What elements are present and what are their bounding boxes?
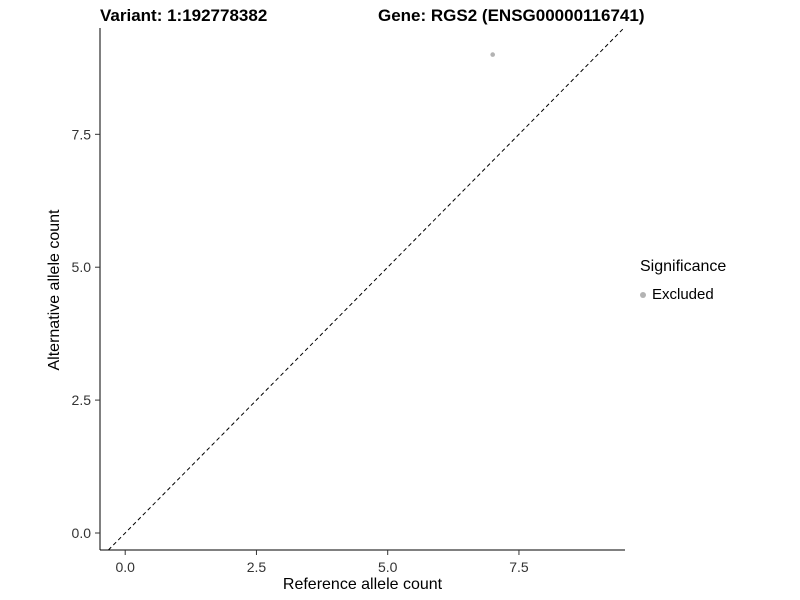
svg-text:2.5: 2.5 [247, 559, 267, 575]
legend-entry-excluded: Excluded [640, 286, 726, 303]
svg-text:2.5: 2.5 [72, 392, 92, 408]
x-axis-title: Reference allele count [282, 576, 443, 593]
y-axis-title: Alternative allele count [46, 209, 63, 371]
svg-text:0.0: 0.0 [72, 525, 92, 541]
svg-text:5.0: 5.0 [378, 559, 398, 575]
legend-entry-label: Excluded [652, 286, 714, 303]
legend-point-icon [640, 291, 646, 298]
svg-text:7.5: 7.5 [72, 126, 92, 142]
svg-text:5.0: 5.0 [72, 259, 92, 275]
plot-title-variant: Variant: 1:192778382 [100, 6, 268, 25]
plot-title-gene: Gene: RGS2 (ENSG00000116741) [378, 6, 645, 25]
svg-text:0.0: 0.0 [115, 559, 135, 575]
svg-text:7.5: 7.5 [509, 559, 529, 575]
legend: Significance Excluded [640, 258, 726, 303]
legend-title: Significance [640, 258, 727, 275]
